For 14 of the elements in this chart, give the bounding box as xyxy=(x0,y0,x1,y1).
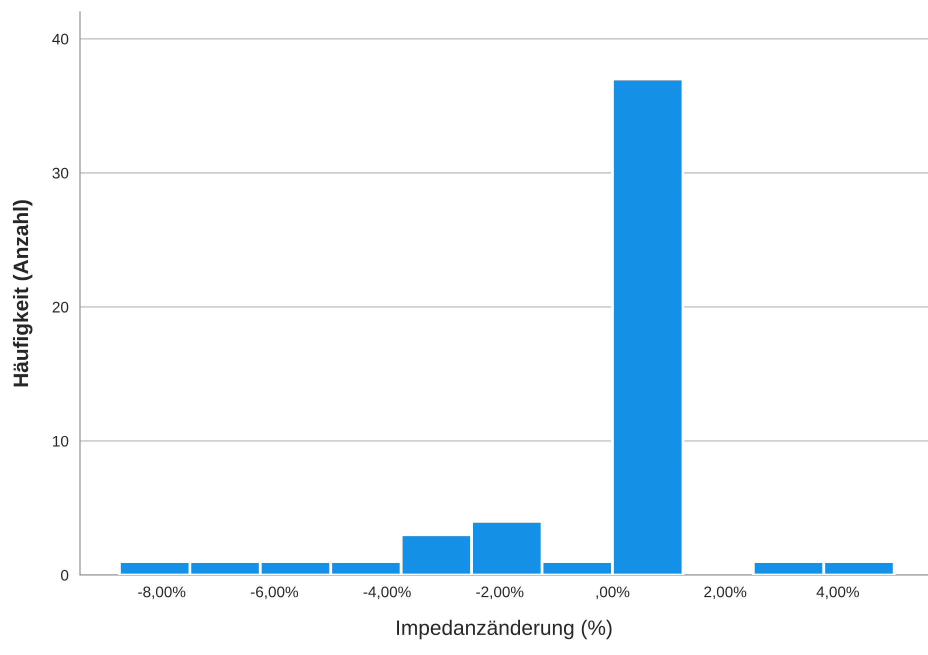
x-tick-label: -4,00% xyxy=(364,586,411,600)
x-tick-label: -8,00% xyxy=(138,586,186,600)
y-tick-label: 30 xyxy=(52,168,68,179)
x-tick-label: 4,00% xyxy=(816,586,859,600)
y-tick-label: 10 xyxy=(53,436,68,447)
y-axis-title: Häufigkeit (Anzahl) xyxy=(12,200,32,386)
x-tick-label: -2,00% xyxy=(476,586,524,600)
x-tick-label: -6,00% xyxy=(250,586,298,600)
x-tick-label: ,00% xyxy=(596,586,630,600)
y-tick-label: 40 xyxy=(52,34,68,44)
y-tick-label: 0 xyxy=(60,570,68,581)
x-axis-title: Impedanzänderung (%) xyxy=(397,620,612,640)
x-tick-label: 2,00% xyxy=(704,586,746,600)
y-tick-label: 20 xyxy=(52,302,68,313)
